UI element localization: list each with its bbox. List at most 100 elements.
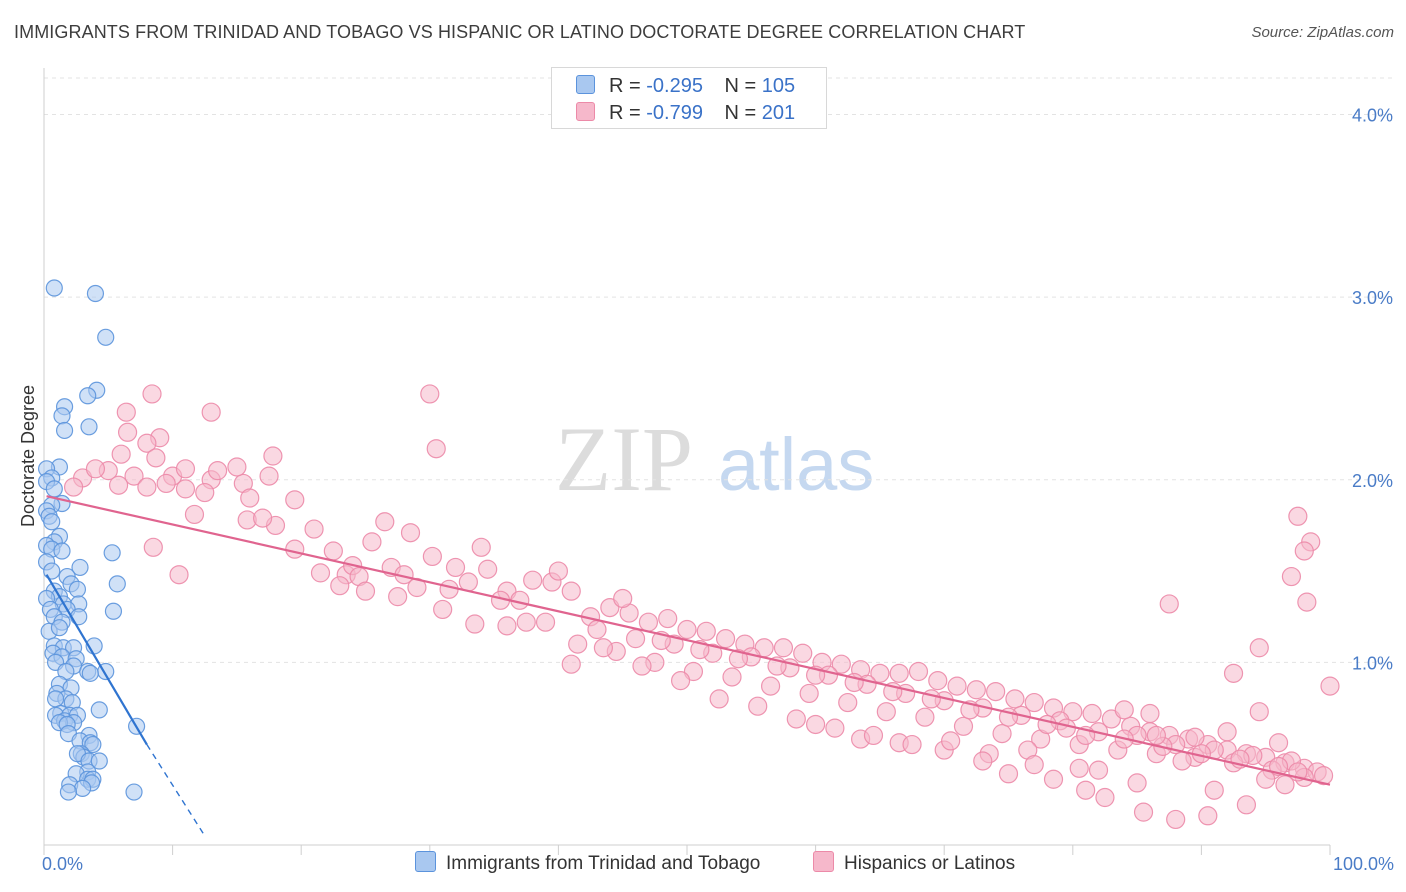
points-pink-point-176 <box>805 714 826 735</box>
legend-item-hispanics[interactable]: Hispanics or Latinos <box>813 851 1015 875</box>
points-pink-point-148 <box>1037 714 1057 735</box>
points-pink-point-66 <box>928 671 948 691</box>
n-value: 105 <box>761 75 796 97</box>
points-blue-point-33 <box>68 580 87 598</box>
points-blue-point-64 <box>90 701 108 719</box>
points-blue-point-5 <box>79 387 97 405</box>
points-pink-point-38 <box>400 523 421 543</box>
points-pink-point-88 <box>439 579 459 599</box>
points-pink-point-64 <box>889 663 909 683</box>
y-tick-label-3: 4.0% <box>1352 106 1393 126</box>
points-pink-point-167 <box>1056 718 1076 738</box>
x-tick-label-min: 0.0% <box>42 854 83 874</box>
points-pink-point-157 <box>1294 541 1314 561</box>
points-pink-point-20 <box>146 448 166 468</box>
points-pink-point-206 <box>902 734 922 755</box>
points-pink-point-118 <box>722 667 742 687</box>
legend-swatch-pink <box>813 851 834 872</box>
legend-label: Hispanics or Latinos <box>844 853 1016 874</box>
points-pink-point-8 <box>124 466 144 486</box>
points-pink-point-193 <box>310 563 331 583</box>
points-pink-point-70 <box>1005 689 1025 709</box>
points-pink-point-58 <box>773 638 794 658</box>
points-pink-point-213 <box>1146 725 1166 746</box>
stats-legend: R = -0.295 N = 105 R = -0.799 N = 201 <box>551 67 827 129</box>
points-pink-point-113 <box>516 612 536 632</box>
points-pink-point-3 <box>116 402 136 422</box>
y-tick-label-1: 2.0% <box>1352 471 1393 491</box>
points-pink-point-27 <box>63 477 84 497</box>
points-pink-point-210 <box>1043 769 1064 789</box>
r-value: -0.799 <box>646 102 703 124</box>
n-label: N = <box>724 75 757 97</box>
points-pink-point-4 <box>117 422 138 442</box>
points-pink-point-52 <box>658 608 678 629</box>
grid-lines <box>44 77 1392 663</box>
points-blue-point-6 <box>53 407 71 425</box>
points-blue-point-7 <box>80 418 98 436</box>
stats-row-trinidad: R = -0.295 N = 105 <box>576 75 795 99</box>
points-pink-point-216 <box>1249 702 1269 722</box>
points-pink-point-2 <box>201 402 221 422</box>
points-pink-point-163 <box>1140 703 1160 724</box>
points-pink-point-170 <box>1172 751 1192 771</box>
points-pink-point-14 <box>156 473 176 494</box>
legend-swatch-blue <box>415 851 436 872</box>
points-pink-point-24 <box>240 488 260 508</box>
stats-row-hispanics: R = -0.799 N = 201 <box>576 102 795 126</box>
points-pink-point-203 <box>786 709 806 729</box>
points-pink-point-59 <box>793 643 813 663</box>
points-pink-point-33 <box>304 519 324 539</box>
zipatlas-watermark: ZIP atlas <box>555 408 874 510</box>
n-value: 201 <box>761 102 796 124</box>
points-pink-point-136 <box>548 561 569 581</box>
trend-line-trinidad-extension <box>146 744 206 837</box>
points-pink-point-30 <box>184 504 205 525</box>
points-pink-point-29 <box>285 490 305 510</box>
points-pink-point-160 <box>1297 592 1317 612</box>
points-pink-point-166 <box>1223 663 1244 683</box>
points-blue-point-42 <box>70 608 88 626</box>
points-blue-point-30 <box>108 575 126 593</box>
r-value: -0.295 <box>646 75 703 97</box>
points-pink-point-61 <box>831 654 851 674</box>
points-pink-point-90 <box>535 612 556 632</box>
points-pink-point-71 <box>1024 692 1044 713</box>
points-blue-point-18 <box>43 513 61 531</box>
r-label: R = <box>609 75 641 97</box>
n-label: N = <box>724 102 757 124</box>
points-pink-point-63 <box>870 663 890 683</box>
points-pink-point-69 <box>986 681 1006 702</box>
points-blue-point-8 <box>55 421 74 440</box>
points-pink-point-26 <box>426 439 446 459</box>
points-pink-point-87 <box>388 587 408 607</box>
points-pink-point-91 <box>587 619 607 640</box>
legend-item-trinidad[interactable]: Immigrants from Trinidad and Tobago <box>415 851 760 875</box>
series-legend: Immigrants from Trinidad and Tobago Hisp… <box>0 851 1406 879</box>
points-pink-point-197 <box>497 616 517 636</box>
points-pink-point-54 <box>696 621 716 641</box>
source-label: Source: ZipAtlas.com <box>1251 24 1394 41</box>
points-pink-point-182 <box>1076 780 1096 800</box>
points-pink-point-185 <box>1166 809 1186 830</box>
points-pink-point-12 <box>108 475 129 495</box>
points-pink-point-165 <box>1249 638 1269 658</box>
points-blue-point-57 <box>81 664 99 682</box>
points-pink-point-119 <box>760 676 781 696</box>
points-blue-point-39 <box>104 602 123 620</box>
points-blue-point-2 <box>97 328 115 346</box>
points-pink-point-212 <box>1127 773 1147 793</box>
points-pink-point-122 <box>876 702 896 722</box>
points-blue-point-27 <box>71 558 89 577</box>
watermark-atlas: atlas <box>718 423 874 506</box>
points-pink-point-159 <box>1281 566 1302 587</box>
points-pink-point-181 <box>1024 755 1044 775</box>
points-pink-point-218 <box>561 654 581 674</box>
points-pink-point-16 <box>195 482 215 503</box>
points-pink-point-65 <box>908 661 929 682</box>
points-pink-point-68 <box>966 680 986 700</box>
points-pink-point-41 <box>458 572 478 592</box>
points-pink-point-13 <box>137 477 157 497</box>
points-pink-point-125 <box>992 724 1012 744</box>
